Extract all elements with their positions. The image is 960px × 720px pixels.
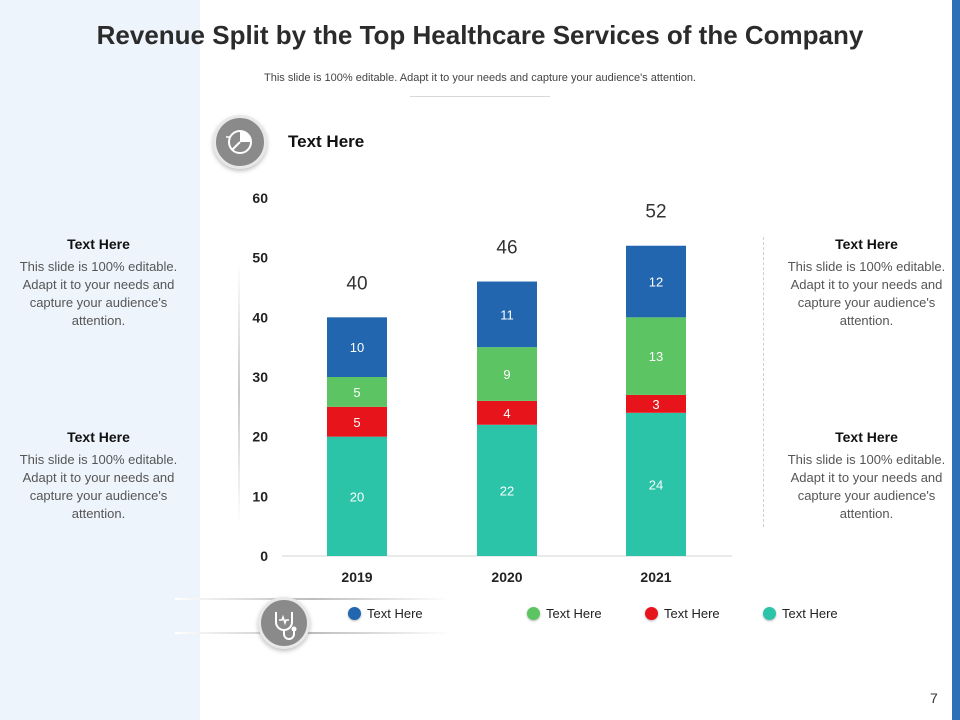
y-tick-label: 0 bbox=[260, 548, 268, 564]
legend-rule-top bbox=[175, 598, 450, 600]
bar-segment-label: 24 bbox=[649, 477, 663, 492]
y-tick-label: 40 bbox=[252, 309, 268, 325]
bar-segment bbox=[327, 377, 387, 407]
right-accent-bar bbox=[952, 0, 960, 720]
bar-segment bbox=[626, 412, 686, 556]
legend-label: Text Here bbox=[546, 606, 602, 621]
x-tick-label: 2019 bbox=[341, 569, 372, 585]
x-tick-label: 2020 bbox=[491, 569, 522, 585]
bar-segment-label: 9 bbox=[503, 367, 510, 382]
bar-total-label: 46 bbox=[496, 238, 517, 259]
side-note-bottom-right: Text Here This slide is 100% editable. A… bbox=[779, 429, 954, 523]
y-tick-label: 20 bbox=[252, 429, 268, 445]
bar-total-label: 40 bbox=[346, 273, 367, 294]
slide-title: Revenue Split by the Top Healthcare Serv… bbox=[96, 20, 864, 50]
y-tick-label: 30 bbox=[252, 369, 268, 385]
bar-segment bbox=[477, 347, 537, 401]
legend-label: Text Here bbox=[782, 606, 838, 621]
side-note-top-right: Text Here This slide is 100% editable. A… bbox=[779, 236, 954, 330]
bar-segment-label: 3 bbox=[652, 397, 659, 412]
x-tick-label: 2021 bbox=[640, 569, 671, 585]
bar-segment bbox=[477, 281, 537, 348]
bar-segment bbox=[327, 436, 387, 556]
side-note-top-left: Text Here This slide is 100% editable. A… bbox=[11, 236, 186, 330]
bar-total-label: 52 bbox=[645, 202, 666, 223]
bar-segment bbox=[626, 317, 686, 395]
bar-segment-label: 22 bbox=[500, 483, 514, 498]
bar-segment-label: 10 bbox=[350, 340, 364, 355]
legend-swatch bbox=[348, 607, 361, 620]
bar-segment bbox=[477, 400, 537, 425]
bar-segment bbox=[626, 394, 686, 413]
side-note-title: Text Here bbox=[835, 429, 898, 445]
bar-segment-label: 20 bbox=[350, 489, 364, 504]
side-note-body: This slide is 100% editable. Adapt it to… bbox=[19, 452, 178, 521]
bar-segment-label: 4 bbox=[503, 406, 510, 421]
legend-item: Text Here bbox=[348, 606, 423, 621]
legend-item: Text Here bbox=[527, 606, 602, 621]
side-note-body: This slide is 100% editable. Adapt it to… bbox=[787, 452, 946, 521]
bar-segment-label: 12 bbox=[649, 275, 663, 290]
edge-gap bbox=[948, 0, 952, 720]
legend-item: Text Here bbox=[645, 606, 720, 621]
stethoscope-icon bbox=[258, 597, 310, 649]
y-tick-label: 60 bbox=[252, 190, 268, 206]
legend-swatch bbox=[645, 607, 658, 620]
legend-label: Text Here bbox=[664, 606, 720, 621]
legend-label: Text Here bbox=[367, 606, 423, 621]
bar-segment bbox=[327, 317, 387, 377]
legend-item: Text Here bbox=[763, 606, 838, 621]
side-note-bottom-left: Text Here This slide is 100% editable. A… bbox=[11, 429, 186, 523]
chart-heading: Text Here bbox=[288, 132, 365, 151]
bar-segment bbox=[626, 245, 686, 318]
bar-segment bbox=[477, 424, 537, 556]
y-tick-label: 50 bbox=[252, 250, 268, 266]
right-dashed-divider bbox=[763, 237, 764, 527]
legend-swatch bbox=[763, 607, 776, 620]
subtitle-divider bbox=[410, 96, 550, 97]
side-note-body: This slide is 100% editable. Adapt it to… bbox=[19, 259, 178, 328]
bar-segment-label: 13 bbox=[649, 349, 663, 364]
bar-segment bbox=[327, 406, 387, 437]
side-note-title: Text Here bbox=[835, 236, 898, 252]
pie-chart-icon bbox=[213, 115, 267, 169]
page-number: 7 bbox=[930, 690, 938, 706]
left-background-band bbox=[0, 0, 200, 720]
legend-rule-bottom bbox=[175, 632, 450, 634]
left-fade-divider bbox=[238, 262, 240, 524]
slide-subtitle: This slide is 100% editable. Adapt it to… bbox=[264, 72, 696, 84]
bar-segment-label: 5 bbox=[353, 385, 360, 400]
y-tick-label: 10 bbox=[252, 488, 268, 504]
legend-swatch bbox=[527, 607, 540, 620]
bar-segment-label: 5 bbox=[353, 415, 360, 430]
side-note-title: Text Here bbox=[67, 429, 130, 445]
side-note-body: This slide is 100% editable. Adapt it to… bbox=[787, 259, 946, 328]
side-note-title: Text Here bbox=[67, 236, 130, 252]
bar-segment-label: 11 bbox=[500, 307, 514, 322]
